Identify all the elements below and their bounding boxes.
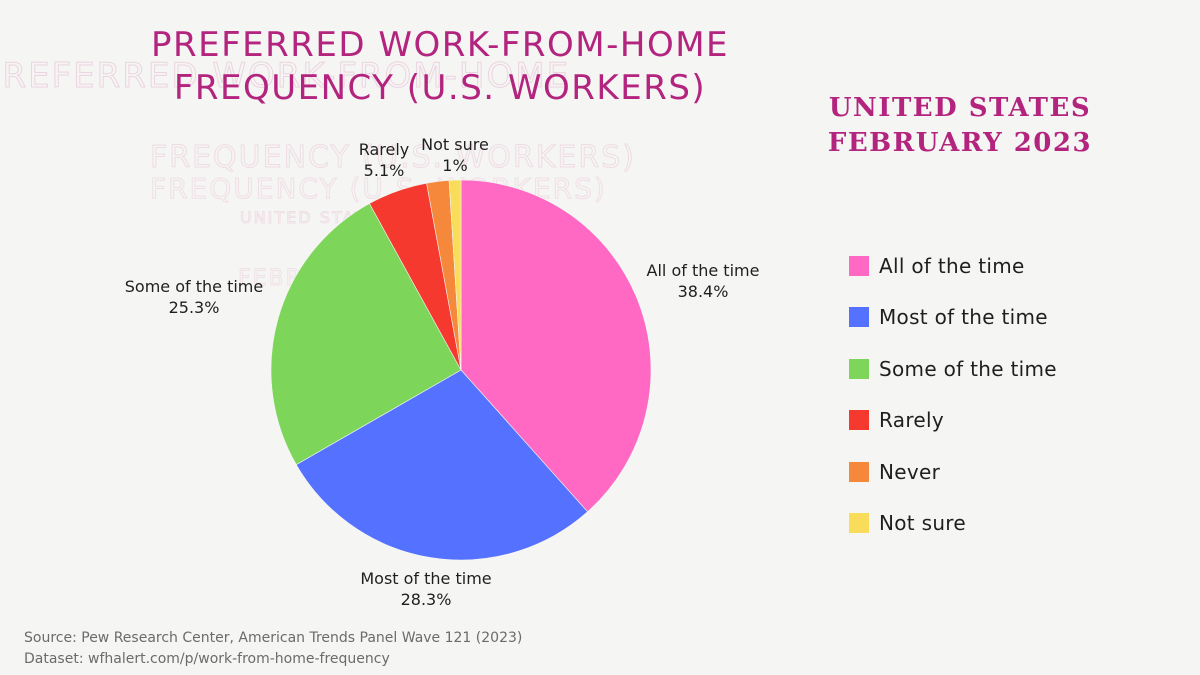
chart-title-line: FREQUENCY (U.S. WORKERS) [173,68,707,108]
legend-swatch [849,461,869,482]
slice-label-name: Rarely [359,140,410,159]
pie-slice-not-sure [448,179,462,371]
slice-label-name: Not sure [421,135,489,154]
legend-swatch [849,513,869,534]
pie-slice-all-of-the-time [460,179,652,513]
legend-swatch [849,307,869,328]
legend-label: Most of the time [879,305,1048,330]
slice-label-name: Most of the time [360,569,491,588]
subtitle-date: FEBRUARY 2023 [827,128,1093,158]
watermark-text: FREQUENCY (U.S. WORKERS) [150,140,636,176]
slice-label-name: Some of the time [125,277,263,296]
slice-label: Some of the time 25.3% [125,277,263,317]
legend-item: Most of the time [849,292,1057,344]
slice-label: Not sure 1% [421,135,489,175]
legend-label: Rarely [879,408,944,433]
legend-label: All of the time [879,253,1025,278]
slice-label: Most of the time 28.3% [360,569,491,609]
chart-title: PREFERRED WORK-FROM-HOME FREQUENCY (U.S.… [90,24,790,110]
source-citation: Source: Pew Research Center, American Tr… [24,630,523,646]
slice-label-value: 25.3% [169,298,220,317]
dataset-link: Dataset: wfhalert.com/p/work-from-home-f… [24,651,390,667]
legend-item: All of the time [849,240,1057,292]
legend-item: Never [849,446,1057,498]
slice-label: Rarely 5.1% [359,140,410,180]
chart-title-line: PREFERRED WORK-FROM-HOME [150,25,730,65]
chart-legend: All of the time Most of the time Some of… [849,240,1057,549]
chart-subtitle: UNITED STATES FEBRUARY 2023 [815,91,1105,161]
pie-slice-most-of-the-time [295,369,588,561]
legend-item: Rarely [849,395,1057,447]
slice-label-name: All of the time [647,261,760,280]
legend-item: Some of the time [849,343,1057,395]
slice-label: All of the time 38.4% [647,261,760,301]
slice-label-value: 1% [442,156,467,175]
subtitle-country: UNITED STATES [828,93,1092,123]
slice-label-value: 28.3% [401,590,452,609]
slice-label-value: 38.4% [678,282,729,301]
legend-swatch [849,410,869,431]
source-note: Source: Pew Research Center, American Tr… [24,628,522,670]
slice-label-value: 5.1% [364,161,405,180]
legend-label: Not sure [879,511,966,536]
legend-label: Never [879,459,941,484]
legend-item: Not sure [849,498,1057,550]
legend-swatch [849,255,869,276]
watermark-text: PREFERRED WORK-FROM-HOME [0,56,571,97]
pie-slice-some-of-the-time [270,203,462,466]
legend-label: Some of the time [879,356,1057,381]
legend-swatch [849,358,869,379]
